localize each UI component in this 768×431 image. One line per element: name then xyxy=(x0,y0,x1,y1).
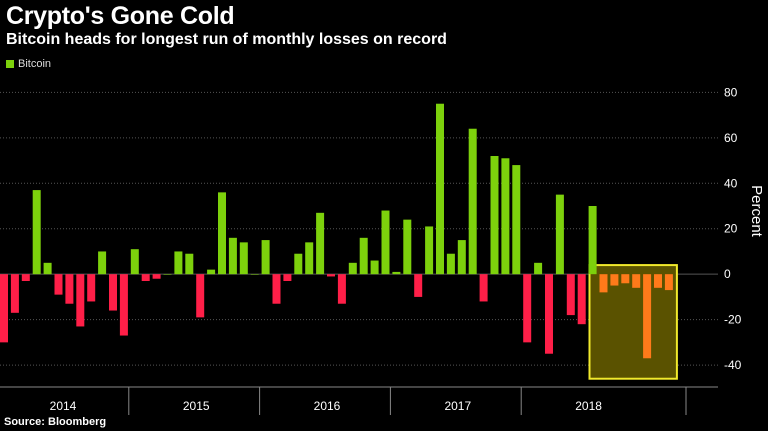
bar xyxy=(534,262,543,275)
bar xyxy=(294,253,303,275)
bar xyxy=(403,219,412,275)
bar xyxy=(261,240,270,275)
bar xyxy=(141,274,150,281)
bar xyxy=(643,274,652,359)
bar xyxy=(512,165,521,275)
legend: Bitcoin xyxy=(6,58,51,70)
bar xyxy=(305,242,314,275)
bar xyxy=(599,274,608,293)
bar xyxy=(425,226,434,275)
bar xyxy=(43,262,52,275)
bar xyxy=(664,274,673,291)
bar xyxy=(10,274,19,313)
bar xyxy=(446,253,455,275)
bar xyxy=(316,212,325,275)
y-tick-label: 20 xyxy=(724,222,738,236)
y-axis-label: Percent xyxy=(748,185,765,238)
y-tick-label: 0 xyxy=(724,267,731,281)
bar xyxy=(588,206,597,275)
legend-swatch xyxy=(6,60,14,68)
legend-label: Bitcoin xyxy=(18,58,52,70)
x-tick-label: 2016 xyxy=(314,399,341,413)
bar xyxy=(414,274,423,297)
bar xyxy=(392,271,401,275)
x-tick-label: 2018 xyxy=(575,399,602,413)
bar xyxy=(207,269,216,275)
bar xyxy=(621,274,630,284)
bar xyxy=(196,274,205,318)
bar xyxy=(272,274,281,304)
bar xyxy=(54,274,63,295)
bar xyxy=(632,274,641,288)
bar xyxy=(174,251,183,275)
bar xyxy=(130,249,139,275)
bar xyxy=(457,240,466,275)
bar xyxy=(468,128,477,275)
bar xyxy=(21,274,30,281)
bar xyxy=(239,242,248,275)
bar xyxy=(654,274,662,288)
bar xyxy=(119,274,128,336)
chart-subtitle: Bitcoin heads for longest run of monthly… xyxy=(6,31,447,48)
bar xyxy=(381,210,390,275)
bar xyxy=(109,274,117,311)
bar xyxy=(555,194,564,275)
x-tick-label: 2017 xyxy=(444,399,471,413)
bar xyxy=(65,274,74,304)
bar xyxy=(610,274,619,286)
source-note: Source: Bloomberg xyxy=(4,416,107,428)
bar xyxy=(545,274,553,354)
bar xyxy=(152,274,161,279)
y-tick-label: 60 xyxy=(724,131,738,145)
bar xyxy=(218,192,226,275)
bar xyxy=(250,274,259,275)
bar xyxy=(577,274,586,325)
bar xyxy=(479,274,488,302)
bar xyxy=(327,274,335,277)
y-tick-label: -20 xyxy=(724,313,742,327)
bar xyxy=(566,274,575,316)
bar xyxy=(370,260,379,275)
x-tick-label: 2014 xyxy=(50,399,77,413)
bar xyxy=(32,190,41,275)
bar xyxy=(87,274,96,302)
y-tick-label: 40 xyxy=(724,176,738,190)
bar xyxy=(98,251,107,275)
bar xyxy=(490,156,499,275)
bar xyxy=(228,237,237,275)
bar xyxy=(436,103,444,275)
bar xyxy=(337,274,346,304)
bar xyxy=(163,274,172,275)
bar xyxy=(523,274,532,343)
chart-title: Crypto's Gone Cold xyxy=(6,2,235,30)
bar xyxy=(359,237,368,275)
y-tick-label: 80 xyxy=(724,85,738,99)
bar xyxy=(501,158,510,275)
bar xyxy=(283,274,292,281)
bar xyxy=(185,253,194,275)
y-tick-label: -40 xyxy=(724,358,742,372)
x-tick-label: 2015 xyxy=(183,399,210,413)
bar xyxy=(348,262,357,275)
bar xyxy=(76,274,85,327)
bar xyxy=(0,274,8,343)
